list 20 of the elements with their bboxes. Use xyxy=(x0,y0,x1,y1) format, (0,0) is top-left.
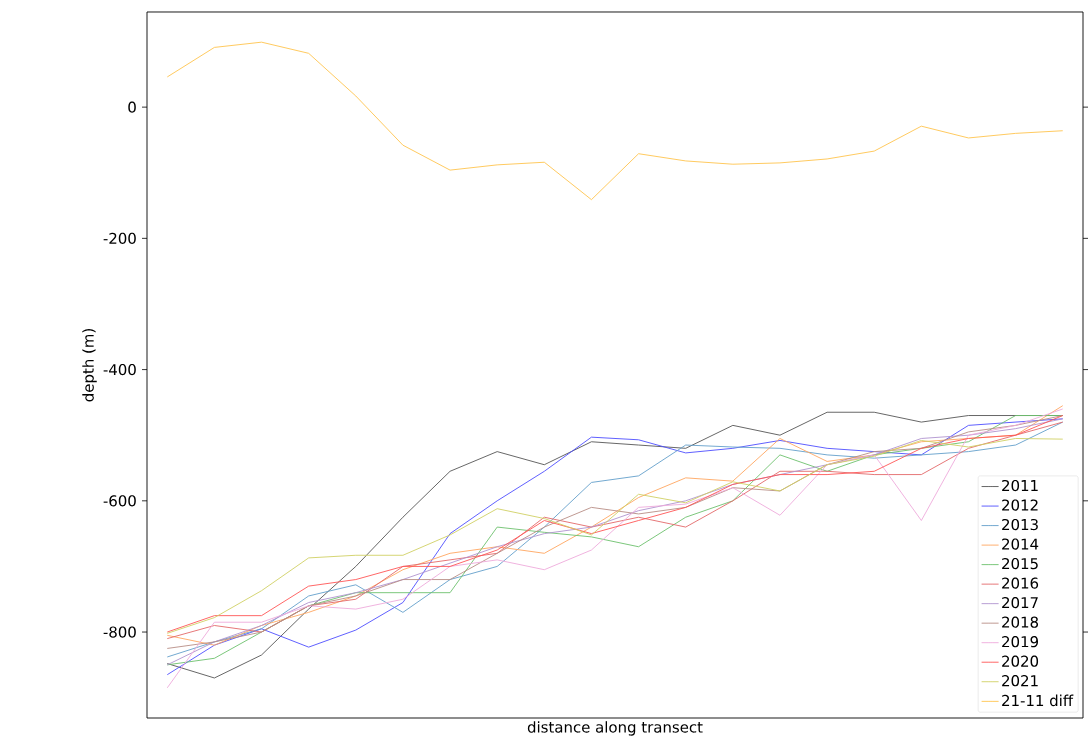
legend-label: 2015 xyxy=(1002,557,1038,570)
y-tick-label: -200 xyxy=(103,232,136,245)
legend-label: 21-11 diff xyxy=(1002,694,1074,707)
legend-label: 2016 xyxy=(1002,577,1039,589)
legend-label: 2020 xyxy=(1002,655,1039,667)
y-tick-label: -400 xyxy=(103,363,136,376)
y-tick-label: -800 xyxy=(103,626,136,638)
legend-label: 2019 xyxy=(1002,636,1039,648)
legend-label: 2018 xyxy=(1002,616,1039,628)
line-series xyxy=(166,41,1064,201)
y-tick-label: -600 xyxy=(103,495,136,507)
legend-label: 2021 xyxy=(1002,675,1038,687)
legend-label: 2011 xyxy=(1002,479,1038,492)
x-axis-title: distance along transect xyxy=(527,721,703,736)
legend-label: 2014 xyxy=(1002,538,1039,550)
legend-label: 2013 xyxy=(1002,518,1038,531)
y-axis-title: depth (m) xyxy=(82,329,97,402)
legend-label: 2017 xyxy=(1002,596,1038,609)
legend-label: 2012 xyxy=(1002,499,1038,511)
y-tick-label: 0 xyxy=(128,101,136,113)
